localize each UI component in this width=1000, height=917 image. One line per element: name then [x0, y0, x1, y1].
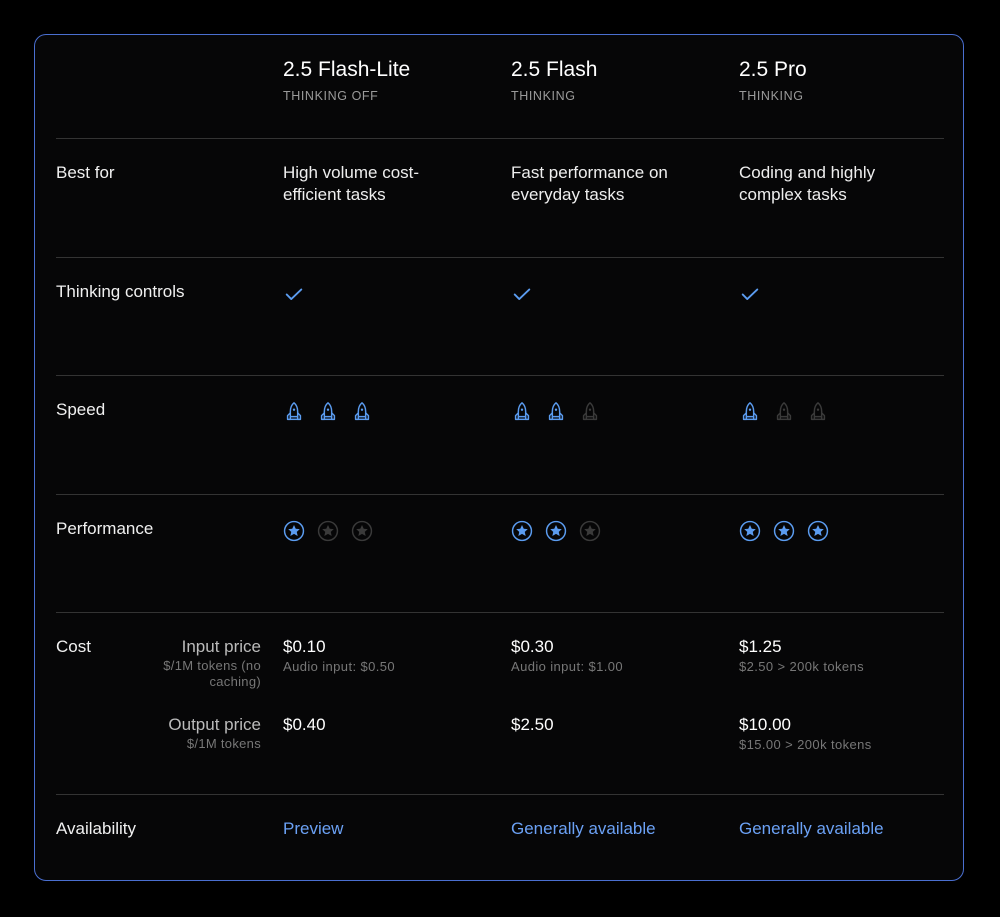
- row-availability: Availability Preview Generally available…: [56, 794, 944, 863]
- model-mode: THINKING: [739, 89, 804, 103]
- rocket-icon: [739, 401, 761, 428]
- star-circle-icon: [511, 520, 533, 547]
- row-speed: Speed: [56, 375, 944, 494]
- performance-icons: [283, 520, 373, 547]
- output-price: $10.00: [739, 715, 791, 734]
- star-circle-icon: [739, 520, 761, 547]
- row-label: Thinking controls: [56, 282, 185, 301]
- input-price-label: Input price: [181, 637, 261, 656]
- check-icon: [739, 283, 761, 310]
- speed-icons: [739, 401, 829, 428]
- performance-icons: [739, 520, 829, 547]
- rocket-icon: [545, 401, 567, 428]
- output-price-note: $15.00 > 200k tokens: [739, 737, 872, 752]
- check-icon: [511, 283, 533, 310]
- rocket-icon: [283, 401, 305, 428]
- row-performance: Performance: [56, 494, 944, 613]
- row-label: Availability: [56, 819, 137, 838]
- availability-link[interactable]: Generally available: [739, 819, 884, 838]
- speed-icons: [511, 401, 601, 428]
- output-price: $0.40: [283, 715, 326, 734]
- row-label: Cost: [56, 637, 91, 656]
- availability-link[interactable]: Preview: [283, 819, 344, 838]
- best-for-value: High volume cost-efficient tasks: [283, 163, 420, 204]
- rocket-icon: [579, 401, 601, 428]
- star-circle-icon: [317, 520, 339, 547]
- star-circle-icon: [773, 520, 795, 547]
- input-price-note: Audio input: $0.50: [283, 659, 396, 674]
- rocket-icon: [511, 401, 533, 428]
- model-name: 2.5 Flash-Lite: [283, 58, 411, 81]
- check-icons: [283, 283, 305, 310]
- star-circle-icon: [579, 520, 601, 547]
- rocket-icon: [317, 401, 339, 428]
- row-label: Speed: [56, 400, 106, 419]
- input-price: $0.10: [283, 637, 326, 656]
- row-best-for: Best for High volume cost-efficient task…: [56, 138, 944, 257]
- star-circle-icon: [351, 520, 373, 547]
- availability-link[interactable]: Generally available: [511, 819, 656, 838]
- best-for-value: Coding and highly complex tasks: [739, 163, 876, 204]
- input-price-note: Audio input: $1.00: [511, 659, 624, 674]
- check-icons: [739, 283, 761, 310]
- output-price-label: Output price: [168, 715, 261, 734]
- row-label: Performance: [56, 519, 154, 538]
- star-circle-icon: [545, 520, 567, 547]
- row-thinking-controls: Thinking controls: [56, 257, 944, 376]
- star-circle-icon: [283, 520, 305, 547]
- input-price-label-group: Input price $/1M tokens (no caching): [144, 636, 261, 690]
- check-icon: [283, 283, 305, 310]
- input-price: $0.30: [511, 637, 554, 656]
- row-cost: Cost Input price $/1M tokens (no caching…: [56, 612, 944, 795]
- speed-icons: [283, 401, 373, 428]
- check-icons: [511, 283, 533, 310]
- model-name: 2.5 Pro: [739, 58, 807, 81]
- model-comparison-card: [34, 34, 964, 881]
- best-for-value: Fast performance on everyday tasks: [511, 163, 668, 204]
- row-label: Best for: [56, 163, 115, 182]
- star-circle-icon: [807, 520, 829, 547]
- model-mode: THINKING OFF: [283, 89, 379, 103]
- rocket-icon: [773, 401, 795, 428]
- output-price-unit: $/1M tokens: [186, 736, 261, 751]
- model-mode: THINKING: [511, 89, 576, 103]
- rocket-icon: [351, 401, 373, 428]
- output-price: $2.50: [511, 715, 554, 734]
- rocket-icon: [807, 401, 829, 428]
- output-price-label-group: Output price $/1M tokens: [144, 714, 261, 752]
- performance-icons: [511, 520, 601, 547]
- input-price: $1.25: [739, 637, 782, 656]
- input-price-note: $2.50 > 200k tokens: [739, 659, 865, 674]
- model-name: 2.5 Flash: [511, 58, 598, 81]
- input-price-unit: $/1M tokens (no caching): [163, 658, 261, 689]
